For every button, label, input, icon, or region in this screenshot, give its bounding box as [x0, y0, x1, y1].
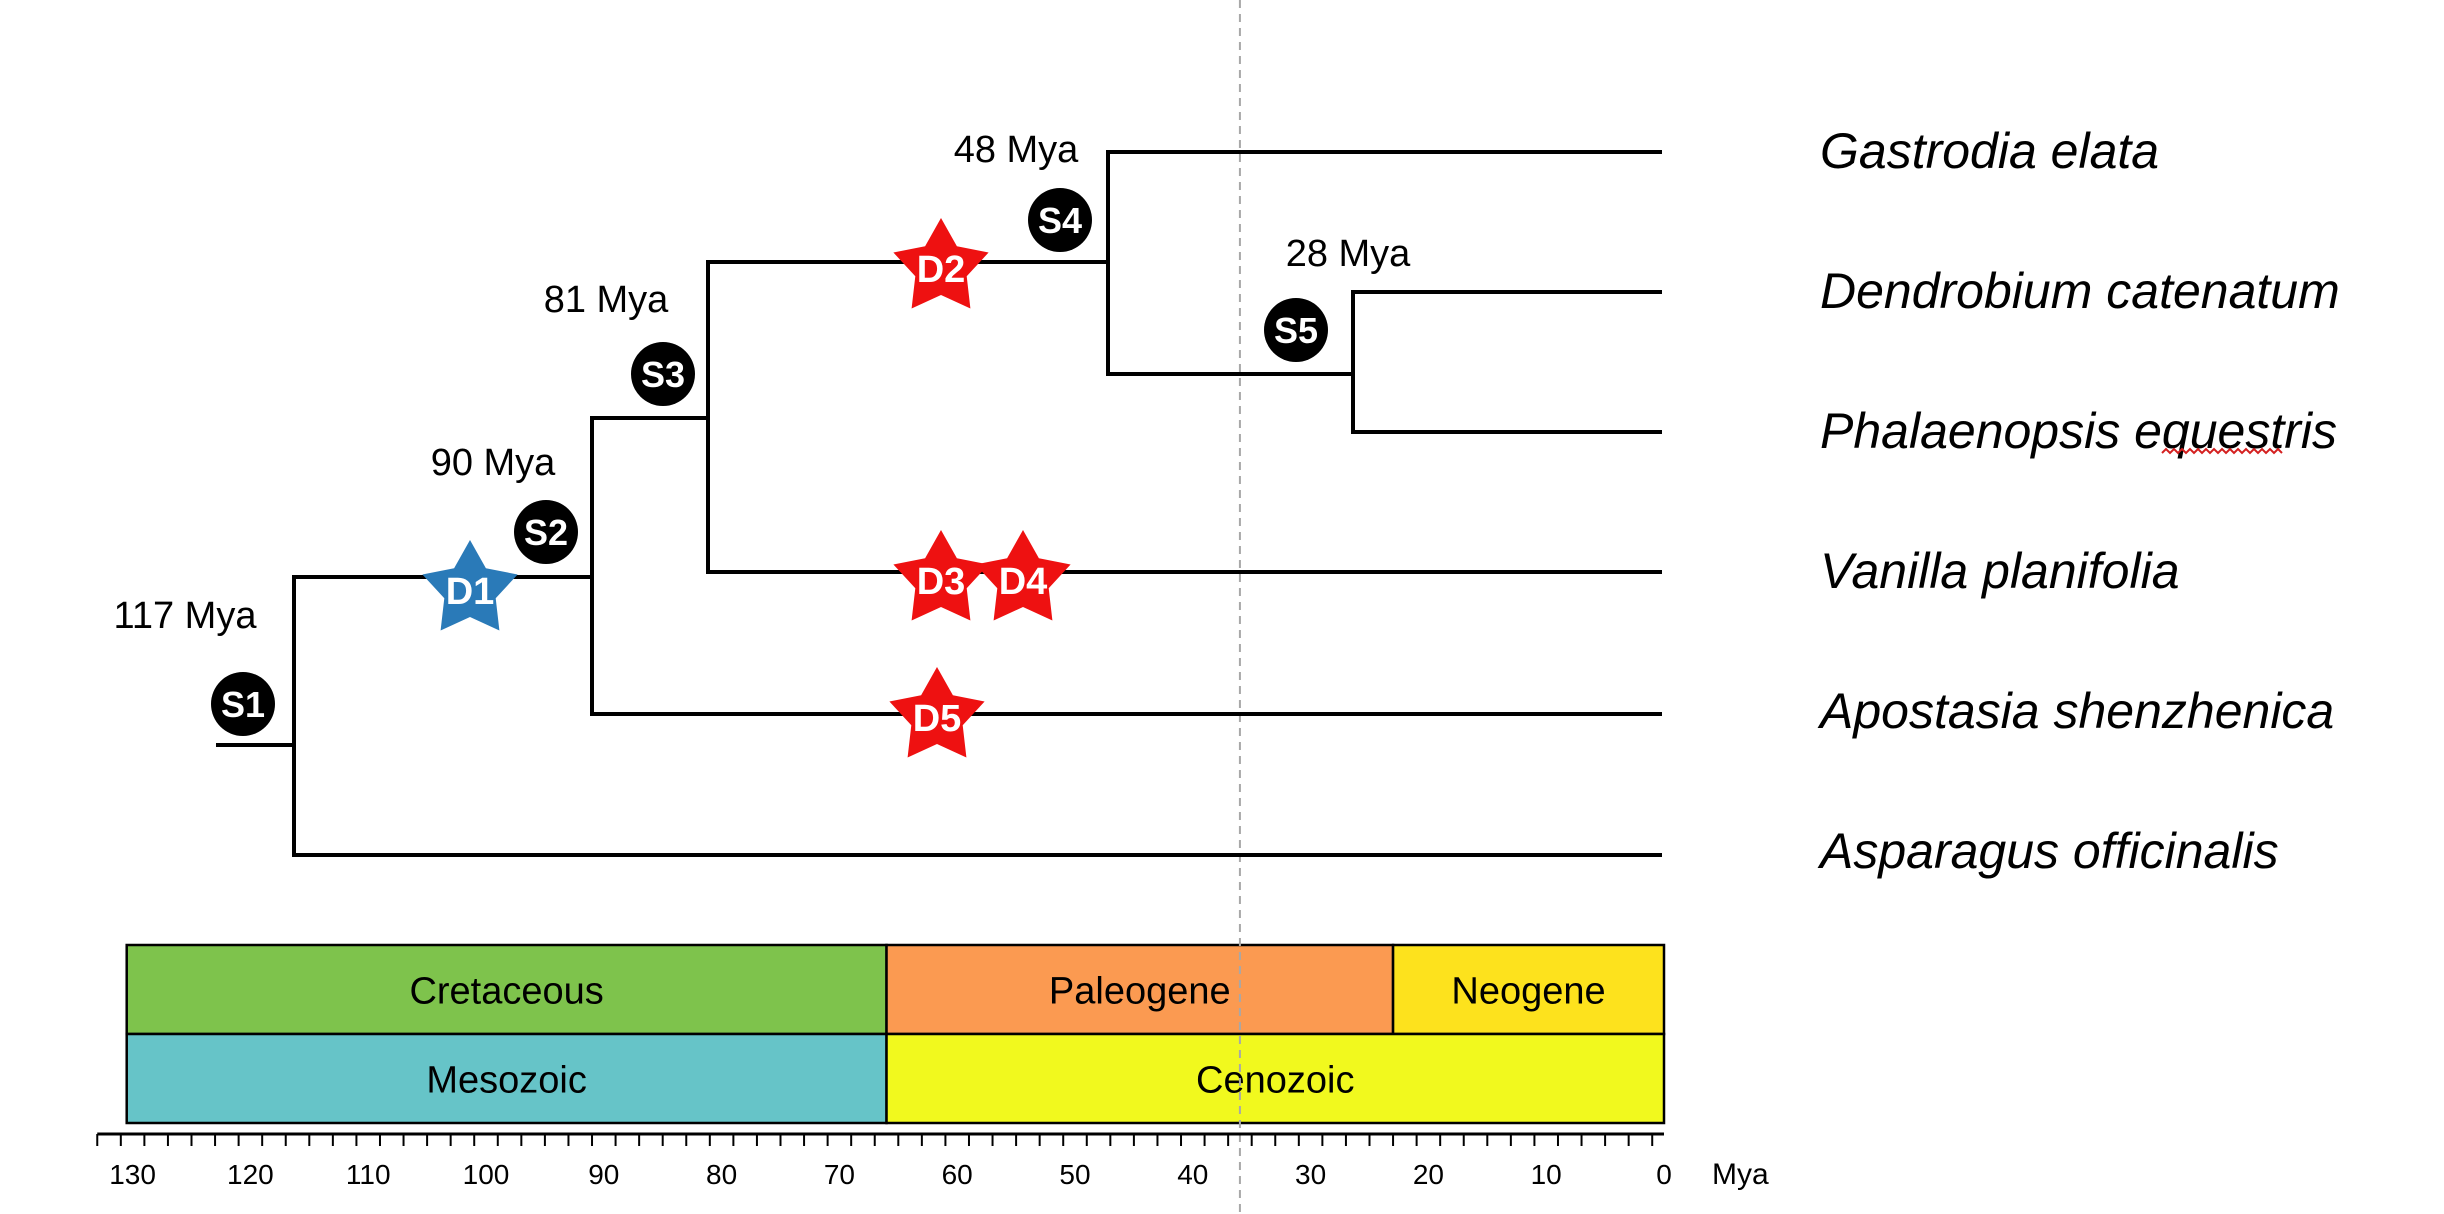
- duplication-label: D2: [917, 249, 966, 291]
- period-box-neogene: Neogene: [1391, 943, 1666, 1036]
- axis-tick-label: 0: [1656, 1159, 1672, 1190]
- era-box-mesozoic: Mesozoic: [125, 1032, 888, 1125]
- era-label: Cenozoic: [1196, 1060, 1354, 1102]
- species-label: Phalaenopsis equestris: [1820, 403, 2337, 459]
- node-age-labels: 117 Mya 90 Mya 81 Mya 48 Mya 28 Mya: [114, 129, 1412, 637]
- svg-text:S4: S4: [1038, 200, 1082, 241]
- period-box-paleogene: Paleogene: [885, 943, 1395, 1036]
- period-label: Paleogene: [1049, 971, 1231, 1013]
- duplication-label: D3: [917, 561, 966, 603]
- speciation-marker-s3: S3: [631, 342, 695, 406]
- era-box-cenozoic: Cenozoic: [885, 1032, 1666, 1125]
- axis-tick-label: 120: [227, 1159, 274, 1190]
- axis-tick-label: 10: [1531, 1159, 1562, 1190]
- speciation-marker-s1: S1: [211, 672, 275, 736]
- period-label: Cretaceous: [409, 971, 603, 1013]
- period-label: Neogene: [1451, 971, 1605, 1013]
- period-box-cretaceous: Cretaceous: [125, 943, 888, 1036]
- geologic-timescale: Cretaceous Paleogene Neogene Mesozoic Cenozo…: [125, 943, 1666, 1125]
- axis-tick-label: 50: [1059, 1159, 1090, 1190]
- age-label-s3: 81 Mya: [544, 279, 669, 321]
- species-label: Apostasia shenzhenica: [1817, 683, 2334, 739]
- age-label-s1: 117 Mya: [114, 595, 258, 637]
- axis-tick-label: 70: [824, 1159, 855, 1190]
- age-label-s4: 48 Mya: [954, 129, 1079, 171]
- duplication-label: D1: [446, 571, 495, 613]
- svg-text:S3: S3: [641, 354, 685, 395]
- axis-tick-label: 80: [706, 1159, 737, 1190]
- species-label: Dendrobium catenatum: [1820, 263, 2340, 319]
- svg-text:S1: S1: [221, 684, 265, 725]
- axis-unit-label: Mya: [1712, 1158, 1769, 1191]
- svg-text:S5: S5: [1274, 310, 1318, 351]
- duplication-star-d3: D3: [893, 530, 989, 621]
- axis-tick-label: 40: [1177, 1159, 1208, 1190]
- speciation-marker-s2: S2: [514, 500, 578, 564]
- duplication-label: D4: [999, 561, 1048, 603]
- species-label: Vanilla planifolia: [1820, 543, 2180, 599]
- duplication-markers: D1 D2 D3 D4 D5: [422, 218, 1071, 758]
- axis-tick-label: 110: [346, 1159, 391, 1190]
- duplication-star-d4: D4: [975, 530, 1071, 621]
- axis-tick-label: 100: [463, 1159, 510, 1190]
- age-label-s5: 28 Mya: [1286, 233, 1411, 275]
- duplication-star-d2: D2: [893, 218, 989, 309]
- duplication-star-d1: D1: [422, 540, 518, 631]
- duplication-star-d5: D5: [889, 667, 985, 758]
- axis-tick-label: 90: [588, 1159, 619, 1190]
- tree-branches: [216, 150, 1662, 857]
- axis-tick-label: 30: [1295, 1159, 1326, 1190]
- species-labels: Gastrodia elata Dendrobium catenatum Pha…: [1817, 123, 2340, 879]
- axis-tick-label: 60: [942, 1159, 973, 1190]
- time-axis: 130 120 110 100 90 80 70 60 50 40 30 20 10 0 Mya: [96, 1132, 1769, 1191]
- species-label: Gastrodia elata: [1820, 123, 2159, 179]
- axis-tick-label: 130: [109, 1159, 156, 1190]
- axis-tick-label: 20: [1413, 1159, 1444, 1190]
- duplication-label: D5: [913, 698, 962, 740]
- speciation-marker-s5: S5: [1264, 298, 1328, 362]
- species-label: Asparagus officinalis: [1817, 823, 2279, 879]
- speciation-marker-s4: S4: [1028, 188, 1092, 252]
- spellcheck-underline: [2161, 447, 2283, 455]
- svg-text:S2: S2: [524, 512, 568, 553]
- age-label-s2: 90 Mya: [431, 442, 556, 484]
- era-label: Mesozoic: [426, 1060, 587, 1102]
- speciation-markers: S1 S2 S3 S4 S5: [211, 188, 1328, 736]
